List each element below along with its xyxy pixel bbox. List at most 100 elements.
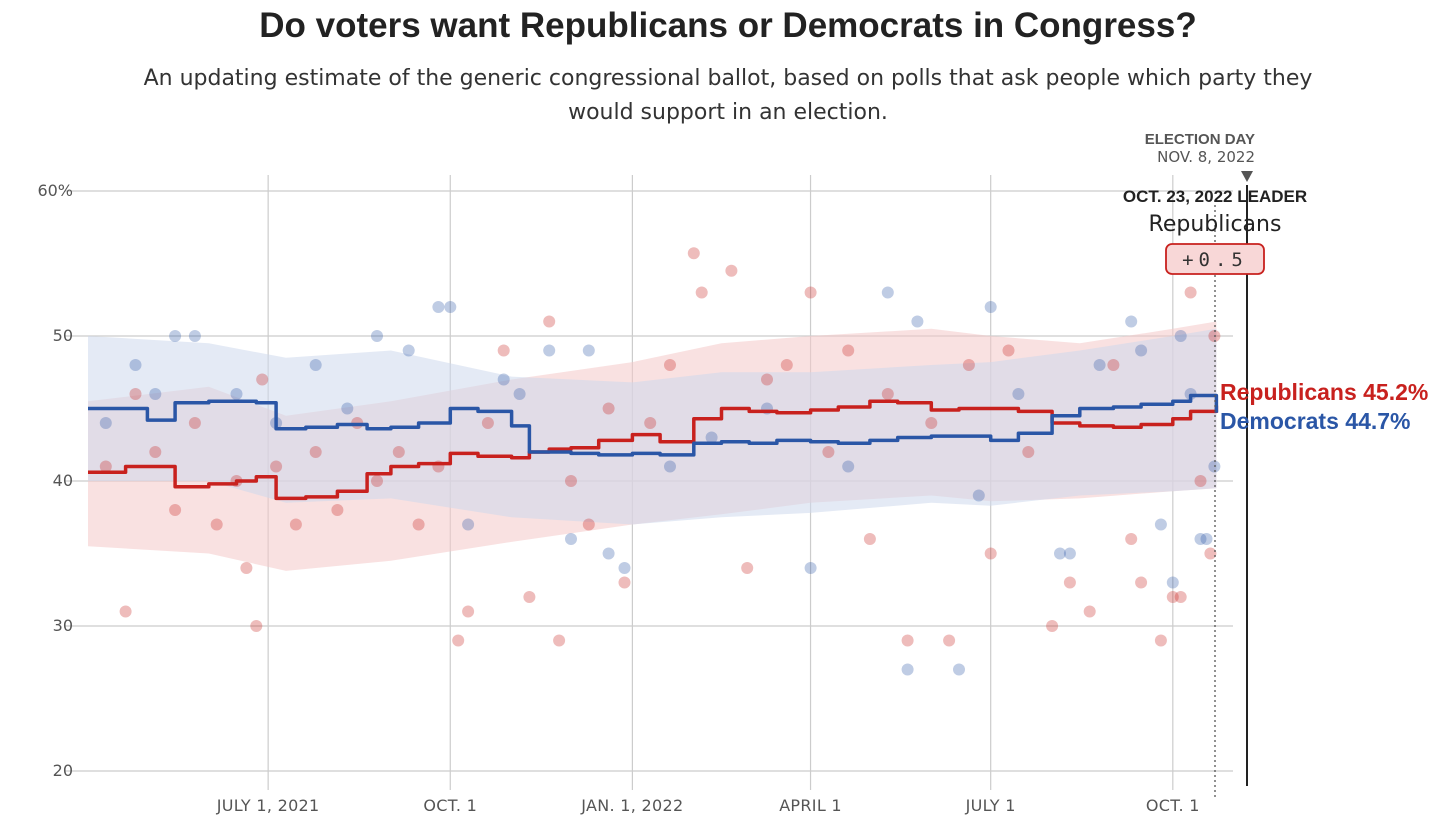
republican-poll-dot [881, 388, 894, 400]
democrats-trend-line [88, 393, 1219, 457]
republican-poll-dot [602, 402, 615, 415]
republican-poll-dot [452, 634, 465, 647]
democrat-poll-dot [1054, 547, 1066, 560]
republican-poll-dot [240, 562, 253, 574]
trend-lines [88, 393, 1219, 501]
leader-date-label: OCT. 23, 2022 LEADER [1123, 187, 1307, 206]
x-tick-label: OCT. 1 [423, 796, 477, 815]
democrat-poll-dot [881, 286, 894, 299]
republican-poll-dot [1046, 620, 1059, 632]
democrat-poll-dot [1135, 344, 1148, 357]
republican-poll-dot [1083, 605, 1096, 618]
leader-margin-box [1165, 243, 1265, 275]
republican-poll-dot [543, 315, 556, 328]
democrat-poll-dot [1012, 388, 1025, 400]
democrat-poll-dot [953, 663, 965, 676]
y-tick-label: 40 [53, 471, 73, 490]
republican-poll-dot [1063, 576, 1076, 589]
republican-poll-dot [1194, 475, 1207, 487]
x-tick-label: JULY 1 [965, 796, 1016, 815]
y-tick-label: 50 [53, 326, 73, 345]
leader-party-label: Republicans [1149, 212, 1282, 237]
democrat-poll-dot [497, 373, 510, 386]
y-tick-label: 20 [53, 761, 73, 780]
democrat-poll-dot [1174, 330, 1187, 342]
republican-poll-dot [129, 388, 142, 400]
x-tick-label: JULY 1, 2021 [216, 796, 320, 815]
republican-poll-dot [331, 504, 344, 516]
republican-poll-dot [497, 344, 510, 357]
republican-poll-dot [804, 286, 817, 299]
republican-poll-dot [943, 634, 956, 647]
republican-poll-dot [695, 286, 708, 299]
democrat-poll-dot [341, 402, 354, 415]
democrat-poll-dot [804, 562, 817, 574]
y-tick-label: 30 [53, 616, 73, 635]
y-tick-label: 60% [37, 181, 73, 200]
democrat-poll-dot [842, 460, 855, 473]
republican-poll-dot [371, 475, 383, 487]
democrat-poll-dot [188, 330, 201, 342]
democrat-end-label: Democrats 44.7% [1220, 408, 1411, 434]
republican-poll-dot [523, 591, 536, 603]
republican-poll-dot [1002, 344, 1015, 357]
republican-poll-dot [925, 417, 938, 429]
democrat-poll-dot [984, 301, 997, 313]
democrat-poll-dot [371, 330, 383, 342]
republican-poll-dot [1174, 591, 1187, 603]
election-day-date: NOV. 8, 2022 [1157, 148, 1255, 166]
democrat-poll-dot [1200, 533, 1213, 545]
democrat-poll-dot [99, 417, 112, 429]
democrat-poll-dot [901, 663, 914, 676]
republicans-trend-line [88, 399, 1219, 501]
republican-poll-dot [289, 518, 302, 531]
republican-poll-dot [462, 605, 475, 618]
republican-poll-dot [1022, 446, 1035, 458]
republican-poll-dot [169, 504, 182, 516]
republican-poll-dot [1154, 634, 1167, 647]
x-tick-label: APRIL 1 [779, 796, 842, 815]
republican-poll-dot [618, 576, 631, 589]
axis-ticks: 20 30 40 50 60% JULY 1, 2021 OCT. 1 JAN. 1, 202… [37, 181, 1199, 815]
democrat-poll-dot [565, 533, 577, 545]
democrat-poll-dot [129, 359, 142, 371]
republican-poll-dot [119, 605, 132, 618]
democrat-poll-dot [169, 330, 182, 342]
poll-dots [99, 247, 1221, 676]
republican-poll-dot [1166, 591, 1179, 603]
republican-poll-dot [863, 533, 876, 545]
republican-poll-dot [250, 620, 263, 632]
democrat-poll-dot [402, 344, 415, 357]
republican-poll-dot [780, 359, 793, 371]
republican-poll-dot [309, 446, 322, 458]
republican-poll-dot [984, 547, 997, 560]
democrat-poll-dot [149, 388, 162, 400]
republican-end-label: Republicans 45.2% [1220, 379, 1428, 405]
republican-poll-dot [741, 562, 754, 574]
republican-poll-dot [1204, 547, 1217, 560]
democrat-poll-dot [1154, 518, 1167, 531]
republican-poll-dot [256, 373, 269, 386]
x-tick-label: OCT. 1 [1146, 796, 1200, 815]
republican-poll-dot [553, 634, 566, 647]
republican-poll-dot [99, 460, 112, 473]
democrat-poll-dot [1194, 533, 1207, 545]
democrat-poll-dot [230, 388, 243, 400]
chart-title: Do voters want Republicans or Democrats … [259, 6, 1197, 45]
democrat-poll-dot [602, 547, 615, 560]
democrat-poll-dot [462, 518, 475, 531]
republican-poll-dot [188, 417, 201, 429]
republican-poll-dot [481, 417, 494, 429]
election-day-label: ELECTION DAY [1145, 131, 1255, 148]
republican-poll-dot [962, 359, 975, 371]
democrat-poll-dot [911, 315, 924, 328]
x-tick-label: JAN. 1, 2022 [580, 796, 683, 815]
democrat-poll-dot [705, 431, 718, 444]
chart-subtitle: An updating estimate of the generic cong… [143, 66, 1313, 125]
republican-poll-dot [664, 359, 676, 371]
republican-poll-dot [725, 264, 738, 277]
republican-poll-dot [412, 518, 425, 531]
republican-poll-dot [149, 446, 162, 458]
republican-poll-dot [565, 475, 577, 487]
